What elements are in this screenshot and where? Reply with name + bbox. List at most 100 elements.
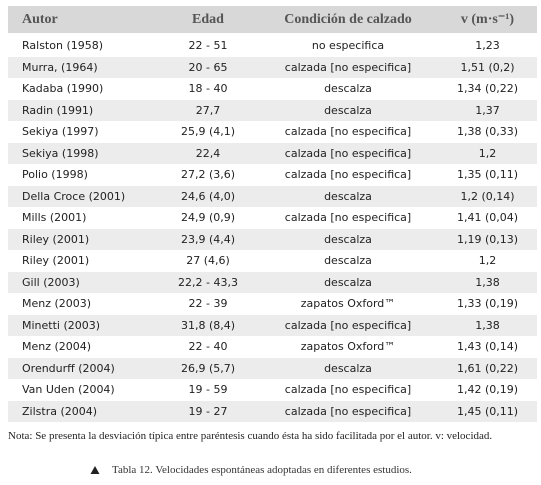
table-cell: descalza [258,228,438,250]
table-row: Riley (2001) 27 (4,6) descalza 1,2 [8,250,537,272]
table-cell: 26,9 (5,7) [158,357,258,379]
column-header: Edad [158,6,258,35]
table-cell: 23,9 (4,4) [158,228,258,250]
table-cell: 31,8 (8,4) [158,314,258,336]
table-cell: 22 - 40 [188,340,228,354]
table-cell: 1,43 (0,14) [456,340,519,354]
table-cell: 1,19 (0,13) [438,228,537,250]
table-cell: 19 - 27 [158,400,258,422]
table-cell: descalza [258,99,438,121]
table-cell: Van Uden (2004) [22,383,115,397]
table-cell: 1,41 (0,04) [456,211,519,225]
table-row: Sekiya (1997) 25,9 (4,1) calzada [no espec… [8,121,537,143]
table-row: Menz (2004) 22 - 40 zapatos Oxford™ 1,43 (0… [8,336,537,358]
table-cell: Della Croce (2001) [8,185,158,207]
table-cell: Mills (2001) [22,211,87,225]
table-row: Van Uden (2004) 19 - 59 calzada [no especi… [8,379,537,401]
table-cell: descalza [258,271,438,293]
header-row: Autor Edad Condición de calzado v (m·s⁻¹) [8,6,537,35]
data-table: Autor Edad Condición de calzado v (m·s⁻¹) R… [8,6,537,422]
table-row: Riley (2001) 23,9 (4,4) descalza 1,19 (0,13… [8,228,537,250]
table-row: Sekiya (1998) 22,4 calzada [no especifica]… [8,142,537,164]
table-cell: Murra, (1964) [8,56,158,78]
table-row: Ralston (1958) 22 - 51 no especifica 1,23 [8,34,537,57]
table-cell: 1,61 (0,22) [438,357,537,379]
table-body: Ralston (1958) 22 - 51 no especifica 1,23 Mu… [8,34,537,422]
table-cell: 24,6 (4,0) [158,185,258,207]
table-cell: Orendurff (2004) [8,357,158,379]
note: Nota: Se presenta la desviación típica e… [8,430,493,442]
table-cell: calzada [no especifica] [258,400,438,422]
table-cell: calzada [no especifica] [284,125,412,139]
table-cell: 1,38 (0,33) [456,125,519,139]
table-cell: 1,2 (0,14) [438,185,537,207]
table-cell: Radin (1991) [8,99,158,121]
caption: Tabla 12. Velocidades espontáneas adopta… [112,464,412,476]
table-cell: 22,4 [158,142,258,164]
table-cell: 1,45 (0,11) [438,400,537,422]
table-cell: 1,38 [438,271,537,293]
table-row: Orendurff (2004) 26,9 (5,7) descalza 1,61 (… [8,357,537,379]
table-cell: 27,2 (3,6) [180,168,236,182]
table-row: Menz (2003) 22 - 39 zapatos Oxford™ 1,33 (0… [8,293,537,315]
table-cell: 24,9 (0,9) [180,211,236,225]
table-cell: 1,2 [438,142,537,164]
table-cell: calzada [no especifica] [258,314,438,336]
table-cell: Riley (2001) [8,228,158,250]
table-cell: Menz (2003) [22,297,92,311]
table-row: Mills (2001) 24,9 (0,9) calzada [no especi… [8,207,537,229]
table-cell: descalza [324,82,372,96]
table-cell: descalza [324,254,372,268]
table-row: Zilstra (2004) 19 - 27 calzada [no especif… [8,400,537,422]
table-cell: 18 - 40 [188,82,228,96]
table-row: Kadaba (1990) 18 - 40 descalza 1,34 (0,22) [8,78,537,100]
table-cell: 19 - 59 [188,383,228,397]
column-header: Condición de calzado [258,6,438,35]
table-row: Radin (1991) 27,7 descalza 1,37 [8,99,537,121]
table-cell: Sekiya (1997) [22,125,99,139]
table-cell: calzada [no especifica] [258,56,438,78]
table-cell: 22,2 - 43,3 [158,271,258,293]
table-cell: descalza [258,357,438,379]
table-cell: 27,7 [158,99,258,121]
table-cell: Ralston (1958) [22,39,104,53]
table-row: Minetti (2003) 31,8 (8,4) calzada [no espe… [8,314,537,336]
table-cell: Polio (1998) [22,168,88,182]
table-cell: zapatos Oxford™ [300,297,396,311]
table-cell: Sekiya (1998) [8,142,158,164]
column-header: v (m·s⁻¹) [438,6,537,35]
table-row: Gill (2003) 22,2 - 43,3 descalza 1,38 [8,271,537,293]
caption-icon [90,466,100,474]
table-cell: 1,2 [478,254,497,268]
table-cell: calzada [no especifica] [284,383,412,397]
table-cell: calzada [no especifica] [284,211,412,225]
table-cell: descalza [258,185,438,207]
table-cell: 25,9 (4,1) [180,125,236,139]
table-cell: 1,42 (0,19) [456,383,519,397]
table-cell: 1,23 [475,39,500,53]
table-cell: Kadaba (1990) [22,82,104,96]
table-cell: 1,33 (0,19) [456,297,519,311]
table-cell: 22 - 39 [188,297,228,311]
column-header: Autor [8,6,158,35]
table-cell: no especifica [311,39,385,53]
table-cell: Riley (2001) [22,254,90,268]
table-cell: 1,37 [438,99,537,121]
table-cell: 1,34 (0,22) [456,82,519,96]
table-cell: 1,35 (0,11) [456,168,519,182]
table-cell: calzada [no especifica] [284,168,412,182]
table-cell: calzada [no especifica] [258,142,438,164]
table-cell: 1,51 (0,2) [438,56,537,78]
table-cell: 20 - 65 [158,56,258,78]
table-cell: Zilstra (2004) [8,400,158,422]
table-cell: 1,38 [438,314,537,336]
table-row: Murra, (1964) 20 - 65 calzada [no especifi… [8,56,537,78]
table-row: Polio (1998) 27,2 (3,6) calzada [no especi… [8,164,537,186]
table-cell: 27 (4,6) [186,254,230,268]
table-cell: Menz (2004) [22,340,92,354]
table-cell: Gill (2003) [8,271,158,293]
table-cell: 22 - 51 [188,39,228,53]
table-cell: zapatos Oxford™ [300,340,396,354]
table-cell: Minetti (2003) [8,314,158,336]
